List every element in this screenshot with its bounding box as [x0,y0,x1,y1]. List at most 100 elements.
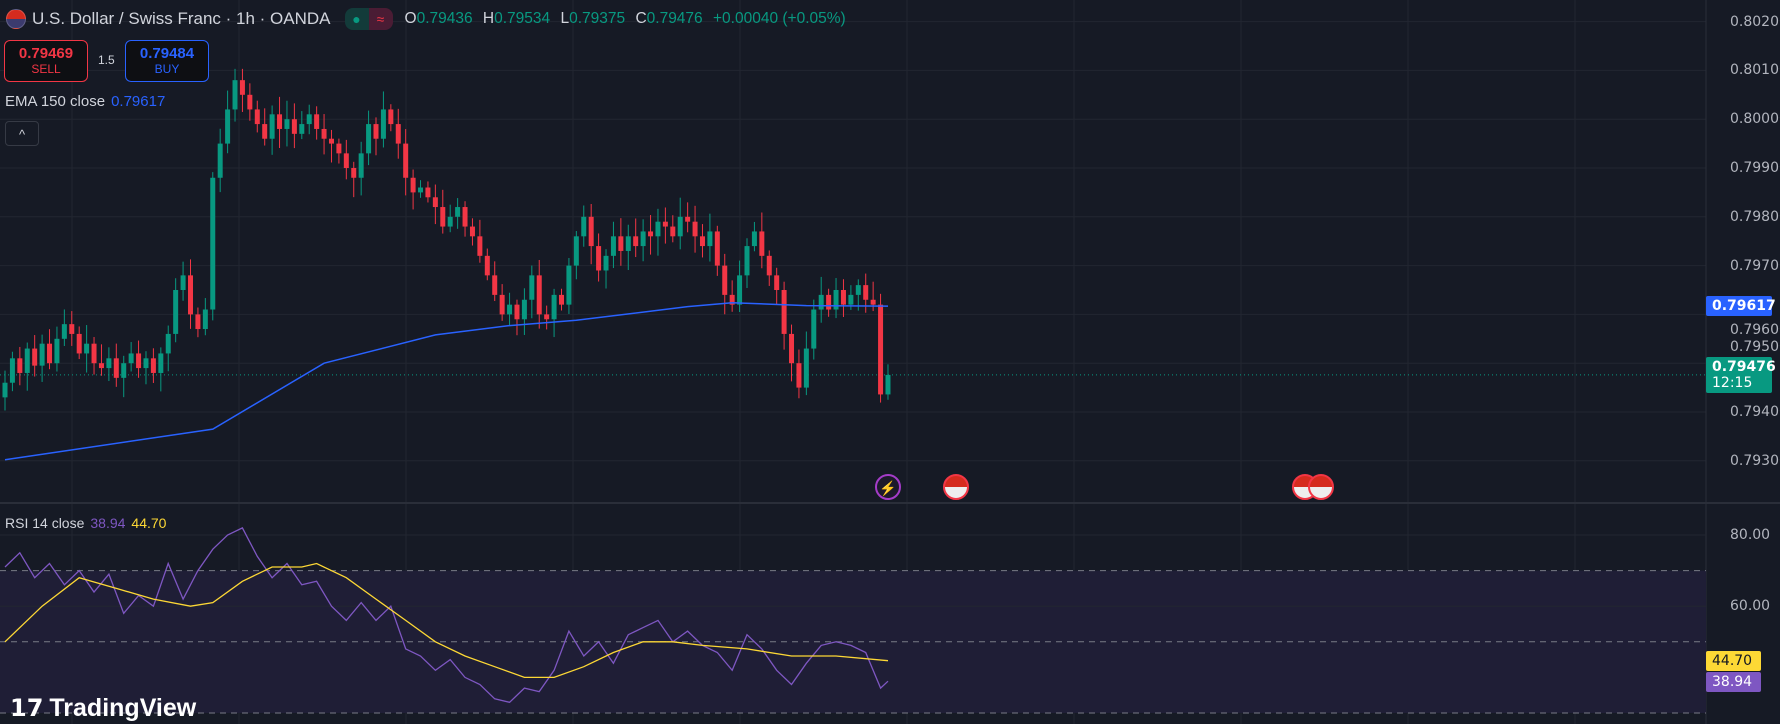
candle-body [803,348,809,388]
candle-body [699,236,705,247]
candle-body [692,221,698,237]
candle-body [121,363,127,378]
candle-body [766,255,772,276]
candle-body [284,119,290,129]
candle-body [603,255,609,271]
candle-body [351,168,357,178]
candle-body [885,374,891,395]
candle-body [581,216,587,237]
candle-body [173,290,179,334]
candle-body [751,231,757,247]
candle-body [98,363,104,369]
candle-body [521,299,527,320]
last-price-tag: 0.79476 12:15 [1706,357,1776,393]
symbol-header: U.S. Dollar / Swiss Franc · 1h · OANDA ●… [6,8,852,30]
tv-logo-icon: 𝟭𝟳 [10,695,44,722]
ema-legend[interactable]: EMA 150 close 0.79617 [5,93,166,110]
candle-body [277,114,283,129]
candle-body [17,358,23,373]
candle-body [262,124,268,139]
candle-body [447,216,453,227]
market-open-dot-icon: ● [344,8,369,30]
sell-button[interactable]: 0.79469 SELL [4,40,88,82]
us-event-flag-icon[interactable] [1308,474,1334,500]
candle-body [863,285,869,300]
rsi-axis-label: 60.00 [1730,598,1771,615]
candle-body [165,333,171,354]
candle-body [774,275,780,290]
candle-body [625,236,631,251]
candle-body [685,216,691,222]
candle-body [195,314,201,330]
candle-body [514,304,520,320]
candle-body [225,109,231,144]
candle-body [833,290,839,310]
candle-body [388,109,394,125]
candle-body [39,343,45,366]
candle-body [848,294,854,305]
candle-body [878,304,884,395]
candle-body [314,114,320,129]
candle-body [462,207,468,227]
buy-button[interactable]: 0.79484 BUY [125,40,209,82]
candle-body [536,275,542,315]
symbol-title[interactable]: U.S. Dollar / Swiss Franc · 1h · OANDA [32,9,331,28]
candle-body [91,343,97,364]
candle-body [269,114,275,139]
candle-body [781,290,787,334]
candle-body [128,353,134,364]
rsi-ma-line [4,562,889,679]
candle-body [210,177,216,310]
candle-body [425,187,431,198]
candle-body [840,290,846,305]
candle-body [158,353,164,373]
candle-body [106,358,112,369]
lightning-event-icon[interactable]: ⚡ [875,474,901,500]
candle-body [737,275,743,305]
candle-body [380,109,386,139]
candle-body [321,128,327,139]
candle-body [484,255,490,276]
candle-body [588,216,594,247]
candle-body [366,124,372,154]
rsi-tag: 38.94 [1706,672,1761,692]
candle-body [677,216,683,237]
candle-body [633,236,639,247]
rsi-legend[interactable]: RSI 14 close 38.94 44.70 [5,515,167,531]
candle-body [744,246,750,276]
candle-body [32,348,38,366]
candle-body [544,314,550,320]
tradingview-logo[interactable]: 𝟭𝟳 TradingView [10,694,197,722]
spread-value: 1.5 [98,53,115,67]
rsi-axis-label: 80.00 [1730,527,1771,543]
rsi-line [4,527,889,704]
candle-body [870,299,876,305]
candle-body [328,138,334,144]
candle-body [188,275,193,315]
candle-body [47,343,53,364]
candle-body [551,294,557,320]
candle-body [143,358,149,369]
market-status[interactable]: ● ≈ [344,8,393,30]
wave-icon: ≈ [368,8,393,30]
candle-body [722,265,728,295]
ohlc-values: O0.79436 H0.79534 L0.79375 C0.79476 +0.0… [404,10,846,27]
candle-body [566,265,572,305]
us-event-flag-icon[interactable] [943,474,969,500]
candle-body [217,143,223,178]
collapse-legend-button[interactable]: ^ [5,121,39,146]
candle-body [343,153,349,168]
candle-body [818,294,824,310]
candle-body [150,358,156,373]
candle-body [455,207,461,217]
candle-body [573,236,579,266]
candle-body [655,221,661,237]
candle-body [811,309,817,349]
candle-body [336,143,342,154]
candle-body [789,333,795,364]
